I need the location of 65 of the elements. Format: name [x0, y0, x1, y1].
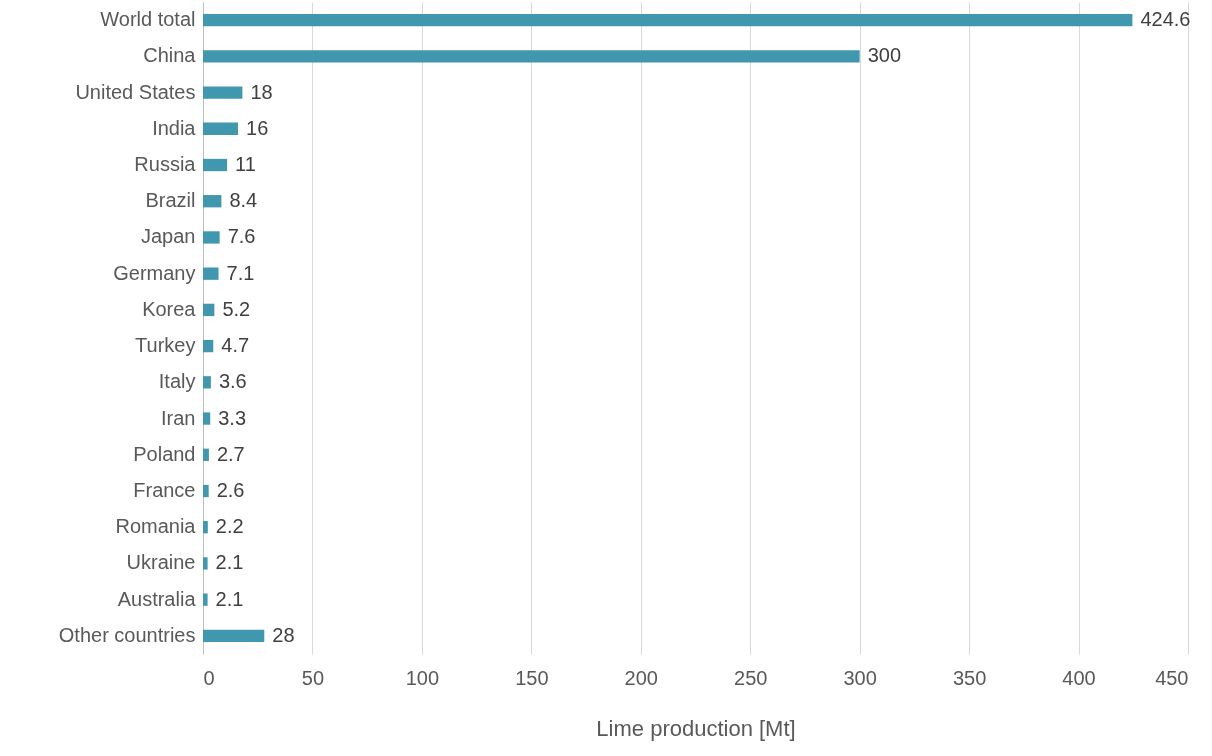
data-label: 4.7 — [221, 334, 250, 357]
y-tick-label: United States — [75, 80, 196, 103]
bar — [203, 50, 860, 63]
data-label: 18 — [250, 80, 273, 103]
data-label: 300 — [867, 44, 902, 67]
y-tick-label: Russia — [134, 153, 197, 175]
bar — [203, 521, 208, 534]
y-tick-label: Australia — [117, 587, 197, 610]
bar — [203, 13, 1133, 27]
data-label: 2.1 — [215, 551, 244, 574]
data-label: 2.1 — [215, 587, 244, 610]
x-tick-label: 250 — [734, 666, 768, 689]
x-tick-label: 200 — [624, 666, 658, 689]
x-tick-label: 450 — [1155, 666, 1189, 689]
y-tick-label: China — [143, 44, 197, 67]
y-tick-label: Italy — [158, 370, 196, 393]
bar — [203, 376, 211, 389]
bar — [203, 86, 243, 99]
y-tick-label: Iran — [161, 406, 196, 429]
bar — [203, 412, 211, 425]
y-tick-label: France — [133, 479, 196, 501]
x-tick-label: 300 — [843, 666, 877, 689]
data-label: 2.2 — [215, 515, 244, 538]
bar — [203, 448, 209, 461]
data-label: 11 — [235, 153, 256, 175]
bar — [203, 195, 222, 208]
y-tick-label: Korea — [142, 297, 197, 320]
data-label: 28 — [272, 623, 295, 646]
bar — [203, 557, 208, 570]
y-tick-label: Japan — [141, 225, 196, 248]
bar — [203, 303, 215, 317]
x-axis-title: Lime production [Mt] — [596, 715, 796, 741]
bar — [203, 484, 209, 498]
x-tick-label: 100 — [405, 666, 440, 689]
y-tick-label: World total — [100, 8, 196, 31]
data-label: 16 — [246, 116, 269, 139]
y-tick-label: Other countries — [58, 623, 196, 646]
data-label: 2.7 — [216, 442, 245, 465]
y-tick-label: Turkey — [135, 334, 196, 357]
data-label: 5.2 — [222, 297, 251, 320]
bar — [203, 629, 265, 643]
y-tick-label: Poland — [133, 442, 196, 465]
bar — [203, 267, 219, 280]
x-tick-label: 50 — [301, 666, 325, 689]
bar — [203, 158, 228, 172]
x-tick-label: 150 — [515, 666, 549, 689]
data-label: 7.6 — [227, 225, 256, 248]
data-label: 3.6 — [218, 370, 247, 393]
x-tick-label: 0 — [203, 666, 215, 689]
y-tick-label: Germany — [113, 261, 196, 284]
bar — [203, 122, 239, 135]
data-label: 424.6 — [1140, 8, 1191, 31]
y-tick-label: India — [152, 116, 197, 139]
bar — [203, 231, 220, 244]
data-label: 2.6 — [216, 479, 245, 501]
y-tick-label: Romania — [115, 515, 197, 538]
data-label: 8.4 — [229, 189, 258, 212]
x-tick-label: 400 — [1062, 666, 1096, 689]
y-tick-label: Brazil — [145, 189, 196, 212]
y-tick-label: Ukraine — [126, 551, 196, 574]
data-label: 3.3 — [218, 406, 247, 429]
x-tick-label: 350 — [952, 666, 987, 689]
bar — [203, 593, 208, 606]
data-label: 7.1 — [226, 261, 255, 284]
bar — [203, 339, 214, 353]
